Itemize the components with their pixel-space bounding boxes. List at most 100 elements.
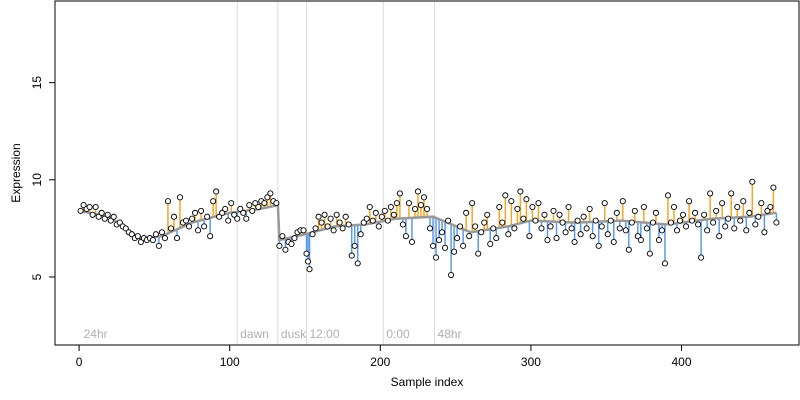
- data-point: [770, 184, 777, 191]
- data-point: [490, 225, 497, 232]
- data-point: [761, 229, 768, 236]
- data-point: [568, 225, 575, 232]
- data-point: [556, 211, 563, 218]
- data-point: [710, 219, 717, 226]
- data-point: [77, 207, 84, 214]
- data-point: [451, 248, 458, 255]
- data-point: [255, 203, 262, 211]
- data-point: [300, 227, 307, 234]
- data-point: [291, 235, 298, 242]
- data-point: [448, 271, 455, 279]
- data-point: [613, 209, 620, 216]
- data-point: [306, 266, 313, 273]
- x-tick-label: 400: [672, 355, 692, 369]
- data-point: [637, 237, 644, 244]
- data-point: [426, 225, 434, 232]
- data-point: [432, 254, 440, 261]
- marker-label: 0:00: [386, 327, 410, 341]
- vertical-markers: [236, 1, 436, 345]
- data-point: [408, 238, 415, 246]
- data-point: [469, 200, 476, 207]
- data-point: [273, 200, 280, 207]
- data-point: [279, 233, 286, 240]
- data-point: [682, 223, 690, 230]
- plot-frame: [54, 0, 800, 346]
- data-point: [240, 209, 247, 216]
- data-point: [689, 217, 696, 224]
- data-point: [676, 217, 684, 224]
- data-point: [134, 233, 141, 240]
- data-point: [213, 188, 220, 195]
- data-point: [517, 188, 524, 195]
- data-point: [743, 227, 750, 234]
- data-point: [601, 200, 608, 207]
- data-point: [716, 233, 723, 240]
- data-points: [77, 178, 780, 279]
- data-point: [725, 215, 732, 222]
- data-point: [173, 235, 181, 242]
- data-point: [237, 205, 244, 213]
- data-point: [158, 229, 165, 236]
- data-point: [478, 229, 485, 236]
- data-point: [686, 198, 693, 205]
- data-point: [679, 211, 687, 218]
- data-point: [192, 209, 199, 216]
- data-point: [698, 254, 705, 261]
- data-point: [435, 237, 443, 244]
- data-point: [402, 233, 409, 240]
- data-point: [719, 200, 726, 207]
- data-point: [571, 238, 578, 246]
- data-point: [170, 213, 178, 220]
- data-point: [324, 223, 331, 230]
- data-point: [532, 217, 539, 224]
- data-point: [234, 215, 241, 222]
- y-axis: 5 10 15: [30, 76, 56, 280]
- data-point: [357, 231, 364, 238]
- data-point: [264, 194, 271, 201]
- data-point: [511, 225, 518, 232]
- data-point: [267, 190, 274, 197]
- data-point: [764, 207, 771, 214]
- data-point: [499, 219, 506, 226]
- data-point: [378, 213, 385, 220]
- data-point: [261, 200, 268, 207]
- data-point: [493, 235, 500, 242]
- data-point: [182, 217, 190, 224]
- data-point: [309, 231, 316, 238]
- data-point: [523, 196, 530, 203]
- data-point: [731, 225, 738, 232]
- x-tick-label: 0: [76, 355, 83, 369]
- data-point: [315, 213, 322, 220]
- data-point: [607, 217, 614, 224]
- data-point: [634, 233, 641, 240]
- data-point: [454, 235, 461, 242]
- data-point: [752, 221, 759, 228]
- marker-label: dawn: [240, 327, 269, 341]
- data-point: [655, 237, 662, 244]
- data-point: [396, 190, 403, 197]
- data-point: [529, 203, 536, 211]
- data-point: [586, 205, 593, 213]
- data-point: [649, 219, 656, 226]
- data-point: [631, 207, 638, 214]
- data-point: [372, 209, 379, 216]
- data-point: [695, 221, 702, 228]
- data-point: [384, 217, 391, 224]
- data-point: [104, 211, 111, 218]
- data-point: [589, 233, 596, 240]
- data-point: [417, 202, 425, 209]
- data-point: [252, 200, 259, 207]
- data-point: [767, 203, 774, 211]
- data-point: [321, 211, 328, 218]
- data-point: [423, 205, 431, 213]
- data-point: [559, 219, 566, 226]
- marker-label: dusk: [281, 327, 307, 341]
- data-point: [547, 223, 554, 230]
- data-point: [508, 198, 515, 205]
- data-point: [616, 225, 623, 232]
- data-point: [713, 207, 720, 214]
- data-point: [562, 229, 569, 236]
- data-point: [414, 188, 422, 195]
- data-point: [758, 200, 765, 207]
